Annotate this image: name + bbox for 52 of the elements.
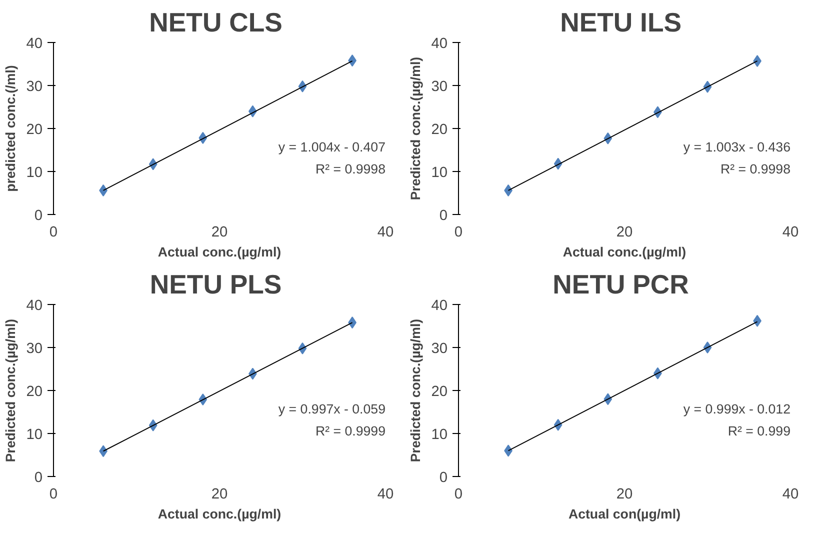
y-tick-label: 40: [26, 36, 43, 52]
y-tick-label: 0: [34, 470, 43, 486]
x-tick-label: 40: [782, 486, 799, 502]
y-axis-title: Predicted conc.(µg/ml): [408, 318, 424, 462]
x-axis-title: Actual conc.(µg/ml): [158, 244, 282, 260]
y-tick-label: 40: [431, 298, 448, 314]
annotation: y = 1.003x - 0.436: [683, 139, 791, 154]
y-tick-label: 40: [431, 36, 448, 52]
y-tick-label: 30: [431, 79, 448, 95]
x-tick-label: 40: [377, 224, 394, 240]
y-tick-label: 30: [431, 341, 448, 357]
annotation: R² = 0.9999: [315, 424, 386, 439]
chart-title: NETU PCR: [552, 270, 689, 300]
y-tick-label: 10: [26, 427, 43, 443]
y-tick-label: 20: [26, 384, 43, 400]
y-tick-label: 30: [26, 341, 43, 357]
y-tick-label: 10: [431, 165, 448, 181]
x-tick-label: 40: [782, 224, 799, 240]
x-tick-label: 0: [454, 224, 463, 240]
x-tick-label: 0: [49, 486, 58, 502]
x-tick-label: 0: [454, 486, 463, 502]
x-axis-title: Actual con(µg/ml): [568, 506, 681, 522]
y-axis-title: Predicted conc.(µg/ml): [3, 318, 18, 462]
y-tick-label: 30: [26, 79, 43, 95]
x-tick-label: 20: [211, 224, 228, 240]
x-axis-title: Actual conc.(µg/ml): [158, 506, 282, 522]
annotation: R² = 0.999: [728, 424, 791, 439]
y-tick-label: 10: [431, 427, 448, 443]
annotation: R² = 0.9998: [315, 162, 386, 177]
x-tick-label: 20: [616, 224, 633, 240]
x-tick-label: 20: [211, 486, 228, 502]
x-tick-label: 20: [616, 486, 633, 502]
y-axis-title: predicted conc.(/ml): [3, 65, 18, 192]
x-tick-label: 0: [49, 224, 58, 240]
y-tick-label: 40: [26, 298, 43, 314]
annotation: R² = 0.9998: [720, 162, 791, 177]
annotation: y = 0.999x - 0.012: [683, 401, 791, 416]
y-tick-label: 20: [26, 122, 43, 138]
annotation: y = 1.004x - 0.407: [278, 139, 386, 154]
y-tick-label: 0: [34, 208, 43, 224]
y-axis-title: Predicted conc.(µg/ml): [408, 56, 424, 200]
y-tick-label: 0: [439, 208, 448, 224]
chart-title: NETU CLS: [149, 8, 282, 38]
y-tick-label: 0: [439, 470, 448, 486]
y-tick-label: 20: [431, 122, 448, 138]
x-tick-label: 40: [377, 486, 394, 502]
y-tick-label: 20: [431, 384, 448, 400]
annotation: y = 0.997x - 0.059: [278, 401, 386, 416]
chart-title: NETU ILS: [560, 8, 682, 38]
x-axis-title: Actual conc.(µg/ml): [562, 244, 686, 260]
y-tick-label: 10: [26, 165, 43, 181]
chart-title: NETU PLS: [150, 270, 282, 300]
